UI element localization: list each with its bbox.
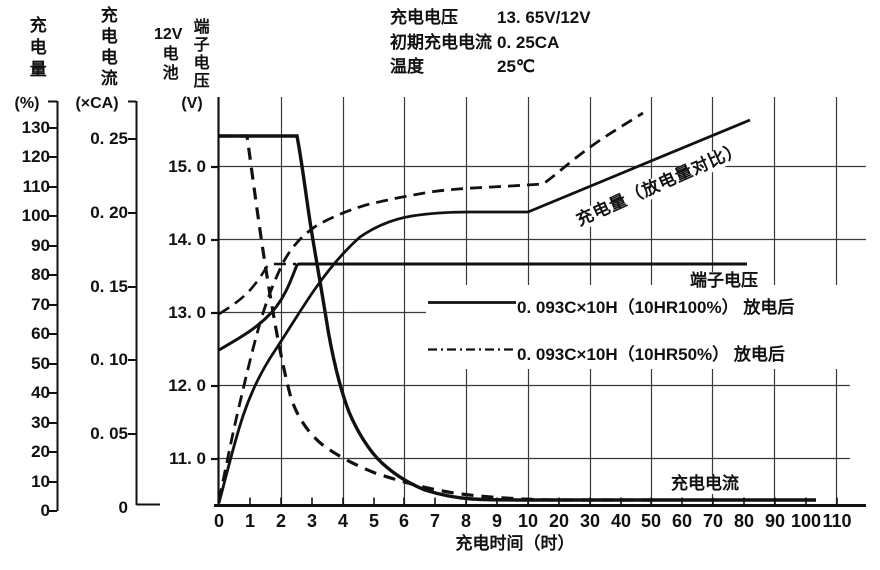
current-tick: 0. 25 — [90, 129, 128, 148]
voltage-tick: 13. 0 — [168, 303, 206, 322]
time-tick: 100 — [790, 511, 822, 531]
time-tick: 2 — [275, 511, 286, 531]
percent-tick: 120 — [21, 147, 50, 166]
condition-row: 初期充电电流 0. 25CA — [390, 32, 591, 53]
voltage-axis — [211, 97, 220, 505]
voltage-axis-title: 端子电压 — [190, 18, 208, 90]
time-tick: 60 — [671, 511, 693, 531]
percent-tick: 80 — [31, 265, 50, 284]
percent-tick: 50 — [31, 354, 50, 373]
percent-axis-title: 充电量 — [26, 16, 46, 82]
legend-item-dashed: 0. 093C×10H（10HR50%） 放电后 — [517, 345, 785, 364]
percent-tick: 70 — [31, 295, 50, 314]
conditions-block: 充电电压 13. 65V/12V 初期充电电流 0. 25CA 温度 25℃ — [390, 8, 591, 83]
voltage-axis-battery: 12V — [154, 26, 183, 43]
percent-tick: 90 — [31, 236, 50, 255]
percent-axis — [48, 100, 59, 512]
percent-tick: 0 — [40, 501, 50, 520]
percent-tick: 20 — [31, 442, 50, 461]
time-tick: 6 — [398, 511, 409, 531]
percent-axis-unit: (%) — [14, 95, 40, 112]
current-tick: 0. 20 — [90, 203, 128, 222]
condition-row: 温度 25℃ — [390, 58, 591, 77]
voltage-tick: 15. 0 — [168, 157, 206, 176]
current-tick: 0. 15 — [90, 277, 128, 296]
time-tick: 1 — [244, 511, 255, 531]
voltage-tick: 12. 0 — [168, 376, 206, 395]
condition-value: 13. 65V/12V — [497, 8, 591, 27]
time-tick: 90 — [764, 511, 786, 531]
current-tick: 0 — [118, 498, 128, 517]
time-tick: 110 — [822, 511, 852, 531]
condition-label: 充电电压 — [390, 8, 458, 27]
time-tick: 70 — [702, 511, 724, 531]
condition-label: 温度 — [390, 57, 424, 77]
time-tick: 3 — [306, 511, 317, 531]
curve-terminal-voltage-100 — [218, 262, 747, 352]
percent-tick: 60 — [31, 324, 50, 343]
percent-tick: 110 — [22, 177, 50, 196]
curves — [217, 111, 816, 504]
time-tick: 20 — [548, 511, 570, 531]
time-tick: 30 — [579, 511, 601, 531]
voltage-tick: 11. 0 — [169, 449, 206, 468]
voltage-axis-unit: (V) — [181, 95, 203, 112]
time-tick: 10 — [517, 511, 539, 531]
voltage-axis-battery2: 电池 — [159, 45, 177, 83]
percent-tick: 40 — [31, 383, 50, 402]
time-tick: 7 — [429, 511, 440, 531]
legend-background — [426, 285, 850, 369]
condition-label: 初期充电电流 — [390, 32, 492, 52]
time-tick: 50 — [640, 511, 662, 531]
time-axis-title: 充电时间（时） — [455, 534, 575, 553]
current-tick: 0. 10 — [90, 350, 128, 369]
percent-tick: 130 — [21, 118, 50, 137]
voltage-tick: 14. 0 — [168, 230, 206, 249]
legend-item-solid: 0. 093C×10H（10HR100%） 放电后 — [517, 298, 795, 317]
current-axis-unit: (×CA) — [75, 95, 119, 112]
percent-tick: 100 — [21, 206, 50, 225]
curve-charging-current-50 — [219, 134, 660, 502]
time-tick: 80 — [733, 511, 755, 531]
time-tick: 40 — [610, 511, 632, 531]
condition-value: 0. 25CA — [497, 32, 560, 52]
current-axis — [128, 100, 160, 506]
time-tick: 9 — [491, 511, 502, 531]
curve-charge-amount-50 — [217, 111, 644, 501]
time-tick: 8 — [460, 511, 471, 531]
percent-tick: 30 — [31, 413, 50, 432]
current-axis-title: 充电电流 — [97, 6, 117, 90]
condition-row: 充电电压 13. 65V/12V — [390, 8, 591, 28]
curve-terminal-voltage-50 — [218, 262, 296, 316]
time-tick: 4 — [337, 511, 348, 531]
time-tick: 5 — [368, 511, 379, 531]
voltage-curve-label: 端子电压 — [688, 271, 760, 291]
condition-value: 25℃ — [497, 57, 536, 77]
percent-tick: 10 — [31, 472, 50, 491]
current-tick: 0. 05 — [90, 424, 128, 443]
time-tick: 0 — [213, 511, 224, 531]
curve-charge-amount-100 — [217, 118, 751, 504]
current-curve-label: 充电电流 — [669, 474, 741, 494]
